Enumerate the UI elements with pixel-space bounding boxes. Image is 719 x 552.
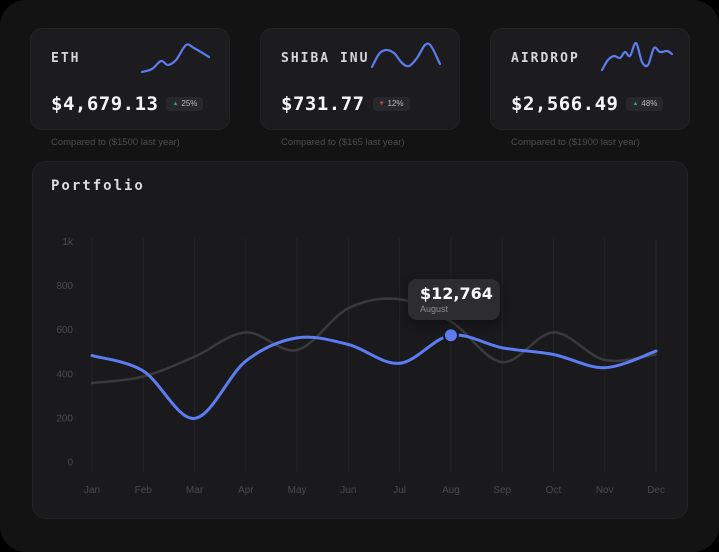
compare-text: Compared to ($165 last year) bbox=[281, 137, 405, 148]
sparkline-path bbox=[600, 41, 674, 72]
x-axis-label: Nov bbox=[596, 485, 614, 496]
trend-up-icon: ▲ bbox=[632, 101, 639, 107]
portfolio-line-chart[interactable]: 0 200 400 600 800 1k Jan Feb Mar Apr May Jun Jul Aug S… bbox=[33, 162, 689, 520]
card-title: AIRDROP bbox=[511, 51, 580, 66]
x-axis-label: May bbox=[288, 485, 307, 496]
x-axis-label: Jul bbox=[393, 485, 406, 496]
stat-card-shiba-inu[interactable]: SHIBA INU $731.77 ▼ 12% Compared to ($16… bbox=[260, 28, 460, 148]
sparkline bbox=[140, 43, 211, 74]
stat-card-airdrop[interactable]: AIRDROP $2,566.49 ▲ 48% Compared to ($19… bbox=[490, 28, 690, 148]
panel-title: Portfolio bbox=[51, 178, 145, 194]
x-axis-label: Jun bbox=[340, 485, 356, 496]
sparkline bbox=[600, 41, 674, 72]
y-axis-label: 800 bbox=[56, 281, 73, 292]
trend-up-icon: ▲ bbox=[172, 101, 179, 107]
card-price: $4,679.13 bbox=[51, 93, 159, 115]
card-title: ETH bbox=[51, 51, 81, 66]
x-axis-label: Aug bbox=[442, 485, 460, 496]
sparkline-path bbox=[140, 43, 211, 74]
tooltip-label: August bbox=[420, 304, 449, 314]
highlight-dot bbox=[442, 327, 459, 344]
tooltip-value: $12,764 bbox=[420, 284, 493, 303]
compare-text: Compared to ($1500 last year) bbox=[51, 137, 180, 148]
x-axis-label: Feb bbox=[135, 485, 153, 496]
y-axis-label: 0 bbox=[67, 458, 73, 469]
change-percent: 48% bbox=[641, 99, 658, 108]
y-axis-label: 1k bbox=[62, 237, 74, 248]
change-percent: 25% bbox=[181, 99, 198, 108]
x-axis-label: Apr bbox=[238, 485, 254, 496]
stat-card-eth[interactable]: ETH $4,679.13 ▲ 25% Compared to ($1500 l… bbox=[30, 28, 230, 148]
sparkline bbox=[370, 42, 442, 69]
chart-tooltip: $12,764 August bbox=[408, 279, 500, 320]
sparkline-path bbox=[370, 42, 442, 69]
change-percent: 12% bbox=[387, 99, 404, 108]
change-badge: ▲ 25% bbox=[166, 97, 204, 111]
series-line-portfolio bbox=[90, 333, 658, 420]
compare-text: Compared to ($1900 last year) bbox=[511, 137, 640, 148]
card-price: $2,566.49 bbox=[511, 93, 619, 115]
card-title: SHIBA INU bbox=[281, 51, 370, 66]
y-axis-label: 600 bbox=[56, 325, 73, 336]
change-badge: ▼ 12% bbox=[372, 97, 410, 111]
x-axis-label: Dec bbox=[647, 485, 665, 496]
y-axis-label: 200 bbox=[56, 413, 73, 424]
x-axis-label: Oct bbox=[546, 485, 562, 496]
x-axis-label: Sep bbox=[493, 485, 511, 496]
card-price: $731.77 bbox=[281, 93, 365, 115]
trend-down-icon: ▼ bbox=[378, 101, 385, 107]
x-axis-label: Jan bbox=[84, 485, 100, 496]
portfolio-panel: Portfolio 0 200 400 600 800 1k Jan Feb Mar Apr May… bbox=[32, 161, 688, 519]
x-axis-label: Mar bbox=[186, 485, 204, 496]
y-axis-label: 400 bbox=[56, 369, 73, 380]
series-line-last-year bbox=[90, 297, 658, 385]
change-badge: ▲ 48% bbox=[626, 97, 664, 111]
